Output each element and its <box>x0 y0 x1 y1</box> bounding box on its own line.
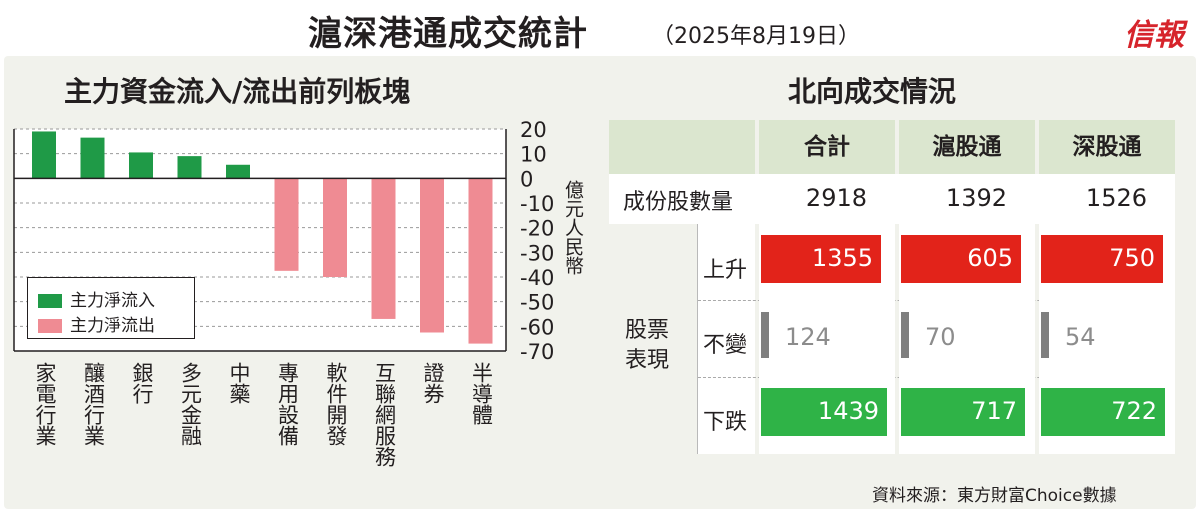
up-bar-total <box>761 235 881 283</box>
up-value-total: 1355 <box>811 244 873 272</box>
up-value-shanghai: 605 <box>967 244 1013 272</box>
category-label: 銀行 <box>130 362 154 404</box>
y-tick-label: -50 <box>520 291 554 315</box>
bar-1 <box>32 131 56 179</box>
y-tick-label: 10 <box>520 143 547 167</box>
bar-8 <box>371 178 396 319</box>
down-bar-shanghai <box>901 388 1025 436</box>
column-header-shenzhen: 深股通 <box>1039 120 1175 174</box>
count-row <box>609 174 1175 224</box>
category-label: 專用設備 <box>275 362 300 446</box>
category-label: 中藥 <box>227 362 251 404</box>
northbound-table: 合計 滬股通 深股通 成份股數量 2918 1392 1526 股票 表現 上升… <box>609 120 1175 454</box>
bar-6 <box>274 178 299 271</box>
down-value-shenzhen: 722 <box>1111 397 1157 425</box>
y-tick-label: -10 <box>520 192 554 216</box>
group-divider <box>697 224 698 454</box>
group-label-line1: 股票 <box>625 318 670 343</box>
category-label: 釀酒行業 <box>81 362 106 446</box>
bar-3 <box>129 152 153 179</box>
legend-item-outflow: 主力淨流出 <box>38 311 155 336</box>
table-header-corner <box>609 120 755 174</box>
bar-9 <box>420 178 444 333</box>
category-label: 互聯網服務 <box>372 362 397 467</box>
category-label: 證券 <box>421 362 445 404</box>
y-axis-unit: 億元人民幣 <box>562 180 584 275</box>
flat-value-total: 124 <box>785 323 831 351</box>
row-label-down: 下跌 <box>703 410 748 435</box>
down-bar-total <box>761 388 887 436</box>
left-section-title: 主力資金流入/流出前列板塊 <box>64 75 411 108</box>
legend-item-inflow: 主力淨流入 <box>38 286 155 311</box>
brand-logo: 信報 <box>1124 18 1184 53</box>
bar-5 <box>226 164 250 179</box>
count-shenzhen: 1526 <box>1085 184 1147 212</box>
count-row-label: 成份股數量 <box>623 190 734 215</box>
up-value-shenzhen: 750 <box>1109 244 1155 272</box>
count-shanghai: 1392 <box>945 184 1007 212</box>
down-value-total: 1439 <box>817 397 879 425</box>
column-header-total: 合計 <box>759 120 895 174</box>
flat-bar-total <box>761 312 769 358</box>
y-tick-label: 0 <box>520 167 533 191</box>
category-label: 半導體 <box>469 362 494 425</box>
row-label-column <box>698 224 755 454</box>
y-tick-label: -20 <box>520 217 554 241</box>
flat-bar-shenzhen <box>1041 312 1049 358</box>
title-bar: 滬深港通成交統計 （2025年8月19日） 信報 <box>0 0 1200 56</box>
category-label: 多元金融 <box>178 362 203 446</box>
up-bar-shenzhen <box>1041 235 1163 283</box>
right-section-title: 北向成交情況 <box>788 75 957 108</box>
legend: 主力淨流入 主力淨流出 <box>27 277 195 339</box>
group-label-line2: 表現 <box>625 348 670 373</box>
legend-label-outflow: 主力淨流出 <box>70 316 155 336</box>
main-title: 滬深港通成交統計 <box>308 14 588 54</box>
main-date: （2025年8月19日） <box>652 24 860 49</box>
source-note: 資料來源：東方財富Choice數據 <box>872 486 1117 506</box>
flat-value-shenzhen: 54 <box>1065 323 1096 351</box>
y-tick-label: -30 <box>520 241 554 265</box>
row-label-up: 上升 <box>703 258 748 283</box>
count-total: 2918 <box>805 184 867 212</box>
y-tick-label: -70 <box>520 340 554 364</box>
flat-value-shanghai: 70 <box>925 323 956 351</box>
bar-2 <box>80 137 105 179</box>
bar-7 <box>323 178 347 277</box>
y-tick-label: -40 <box>520 266 554 290</box>
row-label-flat: 不變 <box>703 333 748 358</box>
down-value-shanghai: 717 <box>971 397 1017 425</box>
legend-swatch-outflow <box>38 319 62 333</box>
category-label: 軟件開發 <box>324 362 348 446</box>
y-tick-label: -60 <box>520 315 554 339</box>
legend-label-inflow: 主力淨流入 <box>70 291 155 311</box>
flat-bar-shanghai <box>901 312 909 358</box>
bar-10 <box>468 178 493 344</box>
legend-swatch-inflow <box>38 294 62 308</box>
category-label: 家電行業 <box>33 362 57 446</box>
down-bar-shenzhen <box>1041 388 1165 436</box>
column-header-shanghai: 滬股通 <box>899 120 1035 174</box>
bar-4 <box>177 156 202 179</box>
y-tick-label: 20 <box>520 118 547 142</box>
up-bar-shanghai <box>901 235 1021 283</box>
